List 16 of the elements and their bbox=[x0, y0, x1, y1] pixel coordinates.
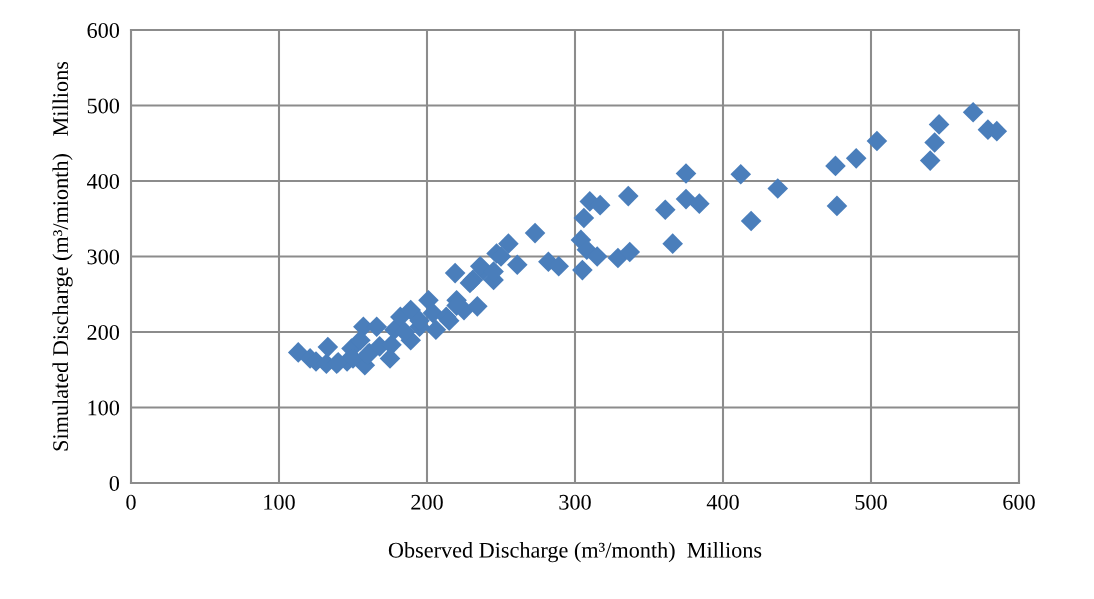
y-tick-label: 300 bbox=[87, 249, 120, 265]
x-tick-label: 100 bbox=[264, 494, 295, 510]
y-tick-label: 0 bbox=[109, 475, 120, 491]
y-tick-label: 600 bbox=[87, 22, 120, 38]
x-axis-title: Observed Discharge (m³/month) Millions bbox=[388, 542, 762, 563]
x-tick-label: 0 bbox=[126, 494, 136, 510]
x-tick-label: 600 bbox=[1003, 494, 1035, 510]
y-tick-label: 100 bbox=[88, 400, 120, 416]
x-tick-label: 400 bbox=[706, 494, 739, 510]
x-tick-label: 200 bbox=[411, 494, 443, 510]
y-tick-label: 500 bbox=[87, 98, 120, 114]
y-axis-title: Simulated Discharge (m³/mionth) Millions bbox=[52, 61, 73, 451]
x-tick-label: 300 bbox=[559, 494, 591, 510]
x-tick-label: 500 bbox=[855, 494, 887, 510]
y-tick-label: 400 bbox=[86, 173, 120, 189]
y-tick-label: 200 bbox=[87, 324, 120, 340]
